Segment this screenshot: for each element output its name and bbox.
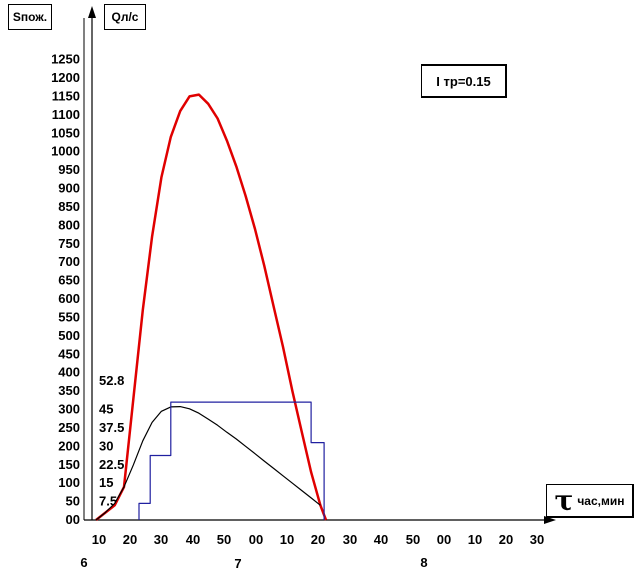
- time-tick-label: 00: [437, 532, 451, 547]
- q-tick-label: 750: [58, 236, 80, 251]
- q-tick-label: 450: [58, 346, 80, 361]
- q-tick-label: 400: [58, 365, 80, 380]
- s-tick-label: 22.5: [99, 457, 124, 472]
- q-tick-label: 250: [58, 420, 80, 435]
- s-axis-label-text: Sпож.: [12, 10, 48, 24]
- chart-ticks: 0050100150200250300350400450500550600650…: [51, 52, 544, 571]
- chart-axes: [83, 6, 556, 524]
- time-tick-label: 40: [374, 532, 388, 547]
- q-tick-label: 500: [58, 328, 80, 343]
- q-tick-label: 350: [58, 383, 80, 398]
- time-tick-label: 50: [217, 532, 231, 547]
- q-tick-label: 650: [58, 273, 80, 288]
- q-tick-label: 150: [58, 457, 80, 472]
- series-line-3: [138, 401, 325, 520]
- q-tick-label: 1200: [51, 70, 80, 85]
- s-tick-label: 30: [99, 438, 113, 453]
- hour-label: 6: [80, 555, 87, 570]
- q-axis-label: Qл/с: [104, 4, 146, 30]
- time-tick-label: 20: [499, 532, 513, 547]
- chart-series: [95, 93, 328, 521]
- q-tick-label: 950: [58, 162, 80, 177]
- time-tick-label: 20: [311, 532, 325, 547]
- time-tick-label: 30: [530, 532, 544, 547]
- q-tick-label: 300: [58, 402, 80, 417]
- q-tick-label: 550: [58, 309, 80, 324]
- time-tick-label: 10: [280, 532, 294, 547]
- time-tick-label: 30: [154, 532, 168, 547]
- time-unit-label: час,мин: [577, 493, 625, 508]
- time-tick-label: 50: [406, 532, 420, 547]
- hour-label: 7: [234, 556, 241, 571]
- q-tick-label: 1100: [52, 107, 80, 122]
- s-tick-label: 52.8: [99, 373, 124, 388]
- q-tick-label: 100: [58, 475, 80, 490]
- q-tick-label: 600: [58, 291, 80, 306]
- q-tick-label: 50: [66, 494, 80, 509]
- q-tick-label: 200: [58, 438, 80, 453]
- s-tick-label: 15: [99, 475, 113, 490]
- q-tick-label: 1250: [51, 52, 80, 67]
- tau-symbol: τ: [554, 483, 574, 517]
- time-tick-label: 10: [92, 532, 106, 547]
- q-tick-label: 1050: [51, 125, 80, 140]
- s-tick-label: 37.5: [99, 420, 124, 435]
- time-tick-label: 10: [468, 532, 482, 547]
- q-tick-label: 800: [58, 217, 80, 232]
- q-axis-label-text: Qл/с: [111, 10, 139, 24]
- q-axis-arrow: [88, 6, 96, 18]
- s-axis-label: Sпож.: [8, 4, 52, 30]
- q-tick-label: 00: [66, 512, 80, 527]
- time-tick-label: 40: [186, 532, 200, 547]
- hour-label: 8: [420, 555, 427, 570]
- s-tick-label: 45: [99, 402, 113, 417]
- q-tick-label: 1150: [52, 88, 80, 103]
- i-tr-label: I тр=0.15: [421, 64, 507, 98]
- q-tick-label: 1000: [51, 144, 80, 159]
- series-line-2: [95, 406, 321, 521]
- i-tr-label-text: I тр=0.15: [436, 73, 491, 89]
- series-line-1: [95, 93, 328, 521]
- time-axis-arrow: [544, 516, 556, 524]
- time-axis-label: τ час,мин: [546, 484, 634, 518]
- time-tick-label: 00: [249, 532, 263, 547]
- time-tick-label: 30: [343, 532, 357, 547]
- q-tick-label: 700: [58, 254, 80, 269]
- q-tick-label: 850: [58, 199, 80, 214]
- q-tick-label: 900: [58, 181, 80, 196]
- time-tick-label: 20: [123, 532, 137, 547]
